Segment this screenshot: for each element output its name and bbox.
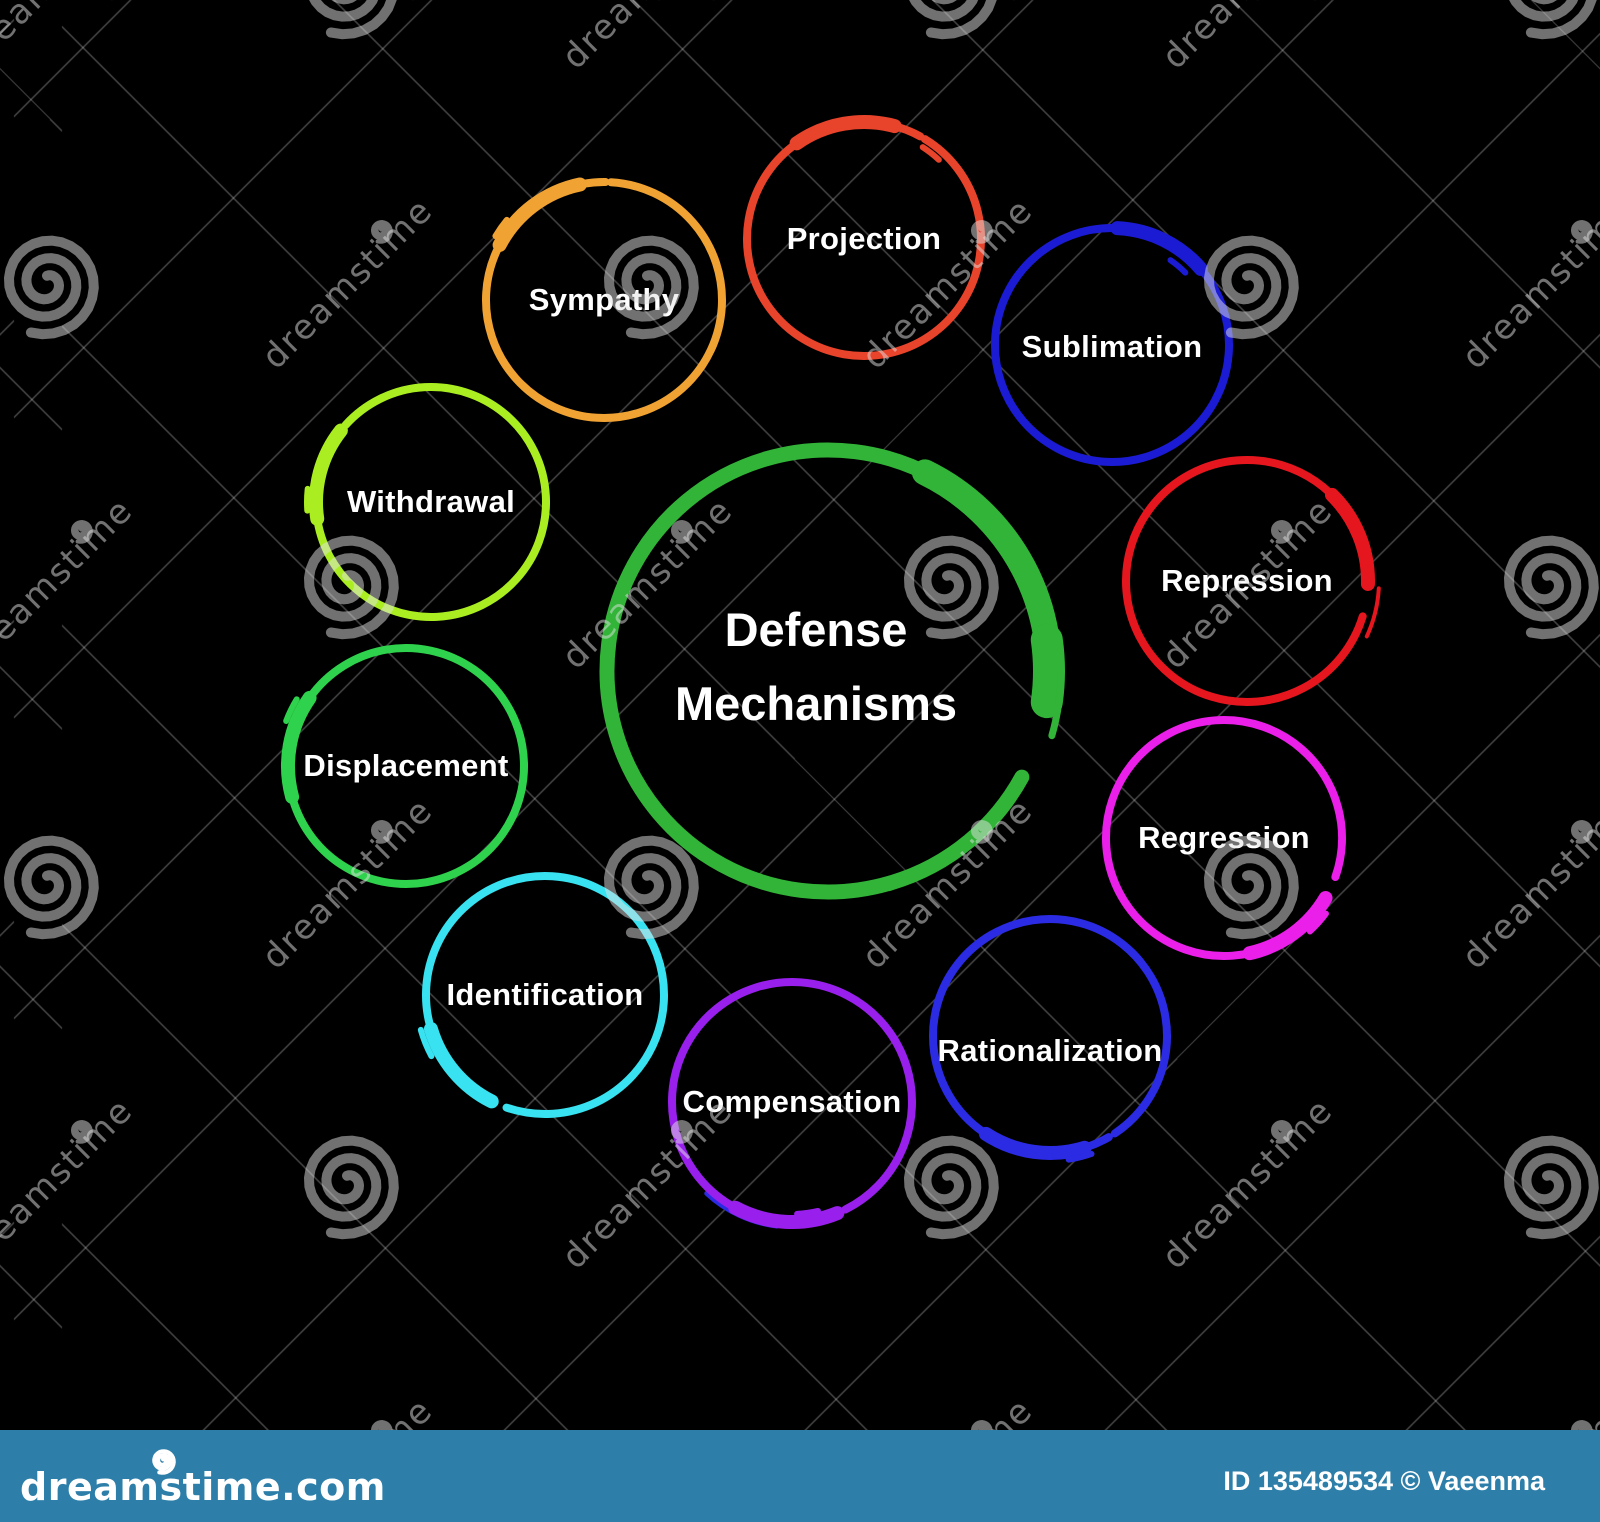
ring-tail-identification [413,862,677,1127]
ring-accent-rationalization [926,912,1174,1160]
dreamstime-logo-spiral-icon [152,1449,176,1475]
ring-accent-identification [419,869,671,1121]
ring-tail-projection [752,127,976,351]
ring-accent-projection [739,115,988,363]
ring-tail-sympathy [475,171,733,429]
ring-rationalization [929,915,1171,1157]
label-compensation: Compensation [682,1084,902,1119]
ring-accent-displacement [281,640,531,891]
ring-accent-withdrawal [309,380,553,624]
ring-tail-rationalization [922,908,1178,1164]
ring-tail-repression [1113,447,1381,715]
ring-tail-regression [1094,708,1354,968]
label-sublimation: Sublimation [1021,329,1203,364]
label-projection: Projection [786,221,942,256]
dreamstime-logo-text: dreamstime.com [20,1465,386,1509]
ring-tail-sublimation [1006,239,1218,451]
ring-accent-sublimation [988,220,1236,469]
ring-accent-compensation [665,975,920,1229]
ring-accent-center [594,437,1062,905]
ring-tail-withdrawal [304,375,558,629]
ring-blob-center [591,434,1065,908]
ring-accent-sympathy [479,175,729,425]
ring-repression [1122,456,1372,706]
label-repression: Repression [1161,563,1333,598]
label-identification: Identification [446,977,644,1012]
image-id-credit: ID 135489534 © Vaeenma [1223,1466,1545,1496]
label-sympathy: Sympathy [528,282,680,317]
footer-bar: dreamstime.com ID 135489534 © Vaeenma [0,1430,1600,1522]
center-title-line1: Defense [724,603,908,656]
ring-tail-center [591,434,1065,908]
ring-sympathy [482,178,726,422]
ring-tail-compensation [677,987,907,1217]
center-title: Defense Mechanisms [675,593,957,741]
center-title-line2: Mechanisms [674,677,958,730]
dreamstime-logo-spiral [152,1449,176,1475]
ring-projection [743,118,985,360]
label-withdrawal: Withdrawal [346,484,516,519]
label-regression: Regression [1138,820,1310,855]
dreamstime-logo: dreamstime.com [20,1465,386,1509]
ring-accent-regression [1099,713,1349,963]
ring-accent-repression [1119,453,1375,710]
label-rationalization: Rationalization [937,1033,1163,1068]
label-displacement: Displacement [303,748,509,783]
ring-tail-displacement [275,635,537,898]
